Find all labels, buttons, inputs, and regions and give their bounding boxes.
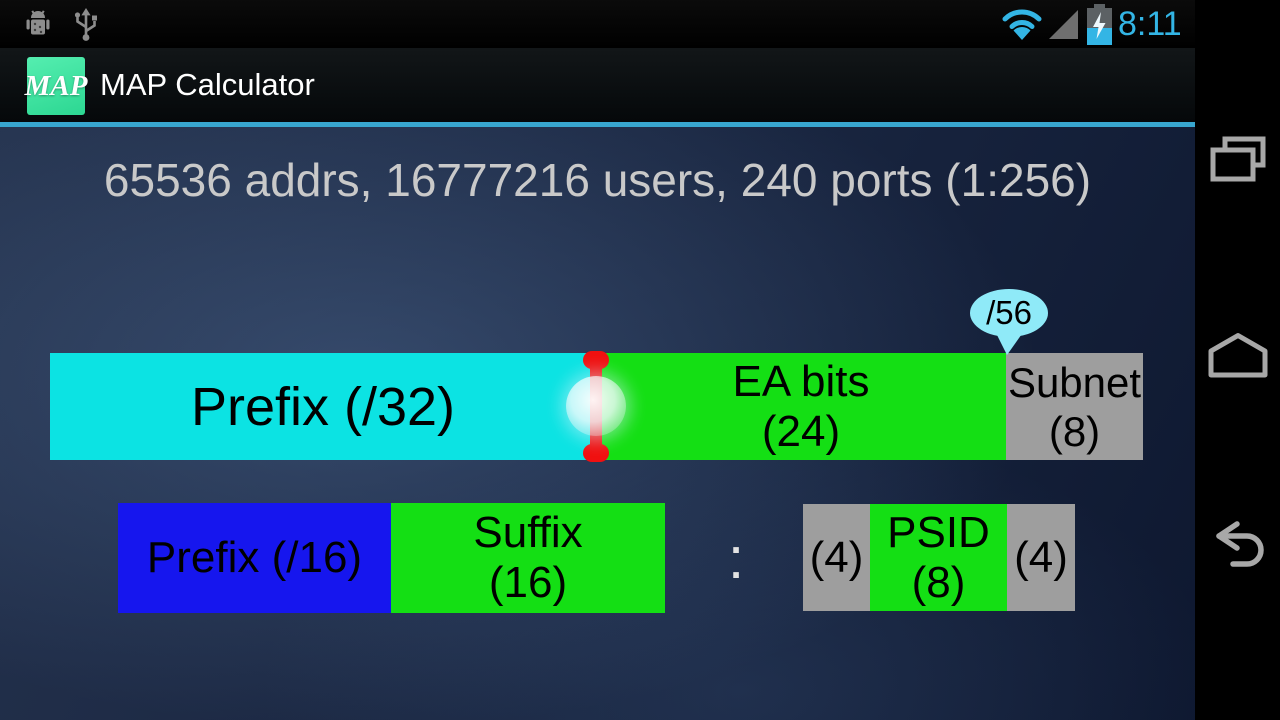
segment-ipv6-prefix: Prefix (/32) (50, 353, 596, 460)
clock: 8:11 (1118, 5, 1182, 43)
port-split-bar: (4) PSID (8) (4) (803, 504, 1075, 611)
usb-icon (74, 8, 97, 41)
slider-thumb[interactable] (566, 376, 626, 436)
action-bar-underline (0, 122, 1195, 127)
signal-icon (1049, 10, 1078, 39)
segment-bits: (16) (488, 558, 568, 607)
result-summary: 65536 addrs, 16777216 users, 240 ports (… (103, 154, 1092, 206)
action-bar: MAP MAP Calculator (0, 48, 1195, 122)
ipv4-split-bar: Prefix (/16) Suffix (16) (118, 503, 665, 613)
segment-port-pad-right: (4) (1007, 504, 1075, 611)
ipv6-split-bar: Prefix (/32) EA bits (24) Subnet (8) (50, 353, 1143, 460)
slider-cap-bottom (583, 444, 609, 462)
slider-tooltip: /56 (970, 289, 1048, 337)
home-button[interactable] (1195, 315, 1280, 395)
segment-ipv4-prefix: Prefix (/16) (118, 503, 391, 613)
segment-psid: PSID (8) (870, 504, 1007, 611)
segment-label: EA bits (732, 356, 870, 406)
segment-bits: (4) (809, 532, 864, 582)
recents-icon (1210, 136, 1265, 182)
back-button[interactable] (1195, 505, 1280, 585)
segment-bits: (24) (761, 406, 841, 456)
segment-label: Subnet (1007, 358, 1142, 406)
slider-cap-top (583, 351, 609, 369)
segment-bits: (8) (911, 557, 966, 607)
segment-label: Suffix (473, 508, 583, 557)
segment-bits: (8) (1048, 407, 1101, 455)
adb-debug-icon (26, 10, 50, 35)
segment-suffix: Suffix (16) (391, 503, 665, 613)
app-icon: MAP (24, 57, 88, 115)
app-title: MAP Calculator (100, 67, 315, 102)
segment-label: Prefix (/16) (146, 533, 363, 582)
home-icon (1208, 333, 1267, 378)
segment-label: PSID (887, 507, 990, 557)
segment-label: Prefix (/32) (190, 376, 456, 437)
back-icon (1215, 521, 1264, 567)
wifi-icon (1002, 9, 1042, 40)
status-bar: 8:11 (0, 0, 1280, 48)
content-area: 65536 addrs, 16777216 users, 240 ports (… (0, 127, 1195, 720)
port-separator: : (727, 525, 745, 591)
segment-ea-bits: EA bits (24) (596, 353, 1006, 460)
battery-charging-icon (1087, 4, 1112, 45)
recents-button[interactable] (1195, 120, 1280, 200)
navigation-bar (1195, 0, 1280, 720)
slider-tooltip-label: /56 (986, 294, 1032, 331)
app-icon-label: MAP (24, 69, 88, 102)
segment-port-pad-left: (4) (803, 504, 870, 611)
segment-bits: (4) (1014, 532, 1068, 582)
segment-subnet: Subnet (8) (1006, 353, 1143, 460)
